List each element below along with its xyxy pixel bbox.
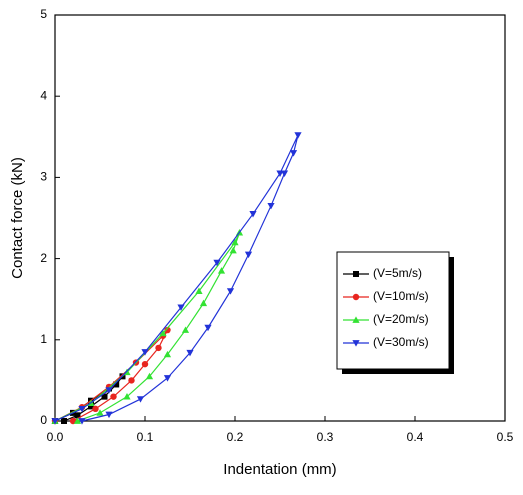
y-tick-label: 3 bbox=[40, 170, 47, 184]
marker bbox=[74, 412, 81, 419]
marker bbox=[249, 211, 257, 218]
marker bbox=[217, 267, 226, 274]
marker bbox=[186, 349, 194, 357]
marker bbox=[110, 393, 117, 400]
marker bbox=[141, 349, 149, 356]
marker bbox=[195, 287, 203, 294]
marker bbox=[88, 403, 94, 410]
marker bbox=[226, 288, 235, 295]
marker bbox=[204, 324, 212, 332]
y-tick-label: 1 bbox=[40, 332, 47, 346]
marker bbox=[128, 377, 135, 384]
series-line bbox=[54, 232, 241, 422]
x-tick-label: 0.1 bbox=[137, 430, 154, 444]
y-tick-label: 0 bbox=[40, 413, 47, 427]
y-tick-label: 2 bbox=[40, 251, 47, 265]
x-tick-label: 0.0 bbox=[47, 430, 64, 444]
marker bbox=[181, 326, 190, 333]
plot-frame bbox=[54, 14, 506, 422]
marker bbox=[123, 393, 131, 400]
marker bbox=[101, 393, 108, 400]
marker bbox=[353, 271, 359, 277]
marker bbox=[276, 170, 284, 177]
marker bbox=[159, 329, 167, 337]
marker bbox=[78, 405, 86, 413]
marker bbox=[229, 246, 237, 254]
marker bbox=[105, 387, 113, 394]
marker bbox=[141, 360, 149, 368]
marker bbox=[164, 326, 171, 334]
marker bbox=[280, 170, 289, 177]
x-tick-label: 0.3 bbox=[317, 430, 334, 444]
marker bbox=[51, 418, 59, 425]
marker bbox=[92, 405, 99, 413]
marker bbox=[352, 293, 360, 301]
legend-label: (V=5m/s) bbox=[373, 266, 422, 280]
marker bbox=[213, 259, 221, 267]
y-axis-title: Contact force (kN) bbox=[9, 157, 26, 279]
marker bbox=[199, 299, 208, 307]
legend-label: (V=20m/s) bbox=[373, 312, 429, 326]
legend-label: (V=30m/s) bbox=[373, 335, 429, 349]
marker bbox=[145, 372, 154, 380]
marker bbox=[163, 350, 172, 358]
x-tick-label: 0.2 bbox=[227, 430, 244, 444]
marker bbox=[113, 381, 120, 388]
marker bbox=[352, 340, 360, 347]
marker bbox=[155, 344, 162, 352]
marker bbox=[267, 202, 275, 210]
marker bbox=[289, 150, 298, 157]
y-tick-label: 4 bbox=[40, 88, 47, 102]
marker bbox=[294, 132, 302, 139]
legend-label: (V=10m/s) bbox=[373, 289, 429, 303]
marker bbox=[136, 396, 145, 403]
x-tick-label: 0.4 bbox=[407, 430, 424, 444]
x-tick-label: 0.5 bbox=[497, 430, 514, 444]
marker bbox=[69, 417, 77, 425]
series-line bbox=[54, 134, 299, 422]
marker bbox=[78, 418, 86, 425]
marker bbox=[61, 418, 67, 424]
marker bbox=[177, 304, 185, 311]
marker bbox=[73, 417, 82, 424]
marker bbox=[96, 409, 104, 416]
marker bbox=[352, 316, 360, 323]
marker bbox=[105, 411, 113, 419]
y-tick-label: 5 bbox=[40, 7, 47, 21]
x-axis-title: Indentation (mm) bbox=[223, 461, 336, 478]
marker bbox=[244, 251, 253, 259]
series-line bbox=[54, 329, 169, 422]
marker bbox=[163, 375, 172, 382]
marker bbox=[231, 238, 239, 246]
